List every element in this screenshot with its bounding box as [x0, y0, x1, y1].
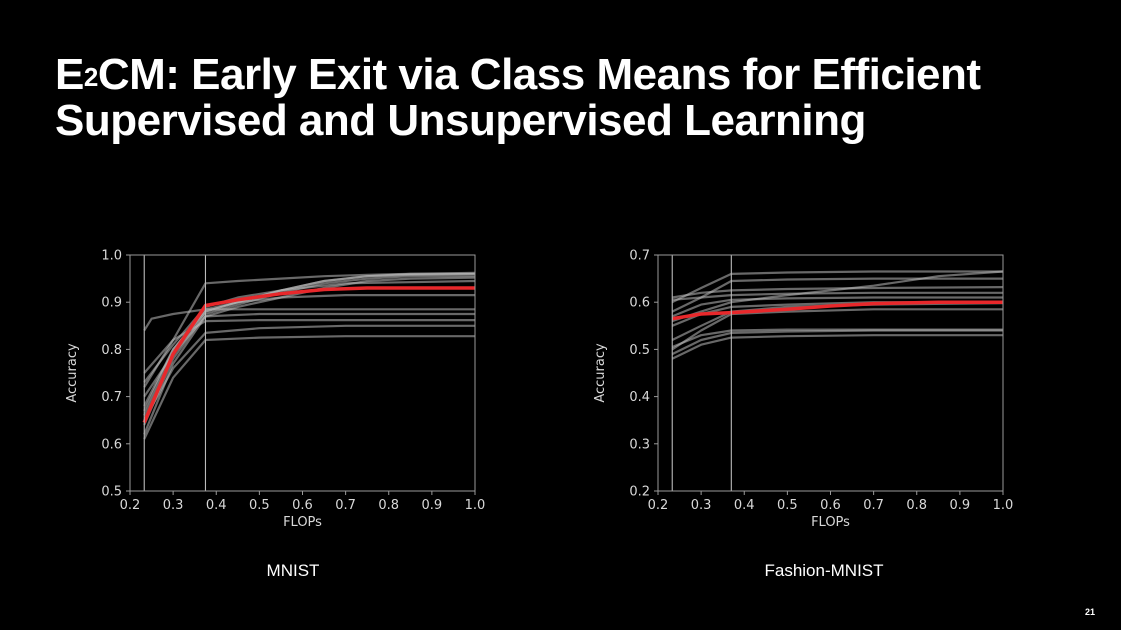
y-tick-label-1: 0.6 — [101, 437, 122, 452]
x-tick-label-0: 0.2 — [648, 498, 669, 513]
run-line-8 — [143, 319, 475, 374]
run-line-2 — [671, 270, 1004, 323]
run-line-3 — [672, 286, 1004, 299]
x-tick-label-3: 0.5 — [249, 498, 270, 513]
y-tick-label-1: 0.3 — [629, 437, 650, 452]
slide-number: 21 — [1084, 607, 1095, 617]
x-tick-label-8: 1.0 — [993, 498, 1014, 513]
run-line-5 — [671, 296, 1003, 318]
run-line-9 — [143, 294, 475, 412]
x-tick-label-2: 0.4 — [734, 498, 755, 513]
mnist-caption: MNIST — [266, 561, 320, 580]
x-axis-label: FLOPs — [283, 515, 322, 530]
mnist-accuracy-chart: 0.2 0.3 0.4 0.5 0.6 0.7 0.8 0.9 1.0 0.5 0.6 0.7 0.8 0… — [65, 249, 486, 531]
x-tick-label-6: 0.8 — [378, 498, 399, 513]
fashion-mnist-caption: Fashion-MNIST — [764, 561, 884, 580]
y-tick-label-2: 0.7 — [101, 390, 122, 405]
x-tick-label-6: 0.8 — [906, 498, 927, 513]
x-tick-label-1: 0.3 — [163, 498, 184, 513]
y-axis-label: Accuracy — [65, 343, 80, 403]
y-tick-label-3: 0.5 — [629, 343, 650, 358]
x-tick-label-7: 0.9 — [950, 498, 971, 513]
y-tick-label-2: 0.4 — [629, 390, 650, 405]
run-line-0 — [671, 270, 1003, 304]
run-line-9 — [671, 334, 1003, 360]
x-tick-label-1: 0.3 — [691, 498, 712, 513]
y-tick-label-0: 0.2 — [629, 485, 650, 500]
y-tick-label-0: 0.5 — [101, 485, 122, 500]
run-line-10 — [143, 279, 476, 384]
run-line-6 — [143, 335, 475, 440]
x-tick-label-0: 0.2 — [120, 498, 141, 513]
x-tick-label-7: 0.9 — [422, 498, 443, 513]
mean-line — [671, 300, 1003, 321]
run-line-11 — [143, 324, 475, 421]
slide-title: E2CM: Early Exit via Class Means for Eff… — [55, 50, 981, 145]
run-line-3 — [143, 275, 475, 426]
run-line-5 — [143, 271, 476, 407]
x-tick-label-4: 0.6 — [820, 498, 841, 513]
y-tick-label-4: 0.6 — [629, 296, 650, 311]
y-tick-label-5: 1.0 — [101, 249, 122, 264]
y-tick-label-3: 0.8 — [101, 343, 122, 358]
mean-line — [142, 286, 475, 424]
y-tick-label-5: 0.7 — [629, 249, 650, 264]
y-tick-label-4: 0.9 — [101, 296, 122, 311]
run-line-10 — [671, 329, 1003, 356]
x-tick-label-3: 0.5 — [777, 498, 798, 513]
x-tick-label-8: 1.0 — [465, 498, 486, 513]
run-line-4 — [672, 291, 1003, 301]
y-axis-label: Accuracy — [593, 343, 608, 403]
x-tick-label-2: 0.4 — [206, 498, 227, 513]
run-line-1 — [671, 277, 1003, 313]
x-axis-label: FLOPs — [811, 515, 850, 530]
fashion-mnist-accuracy-chart: 0.2 0.3 0.4 0.5 0.6 0.7 0.8 0.9 1.0 0.2 0.3 0.4 0.5 0… — [593, 249, 1014, 531]
run-line-0 — [143, 308, 475, 332]
run-line-7 — [671, 308, 1003, 351]
run-line-11 — [671, 328, 1003, 349]
x-tick-label-4: 0.6 — [292, 498, 313, 513]
x-tick-label-5: 0.7 — [335, 498, 356, 513]
run-line-4 — [143, 276, 476, 435]
x-tick-label-5: 0.7 — [863, 498, 884, 513]
